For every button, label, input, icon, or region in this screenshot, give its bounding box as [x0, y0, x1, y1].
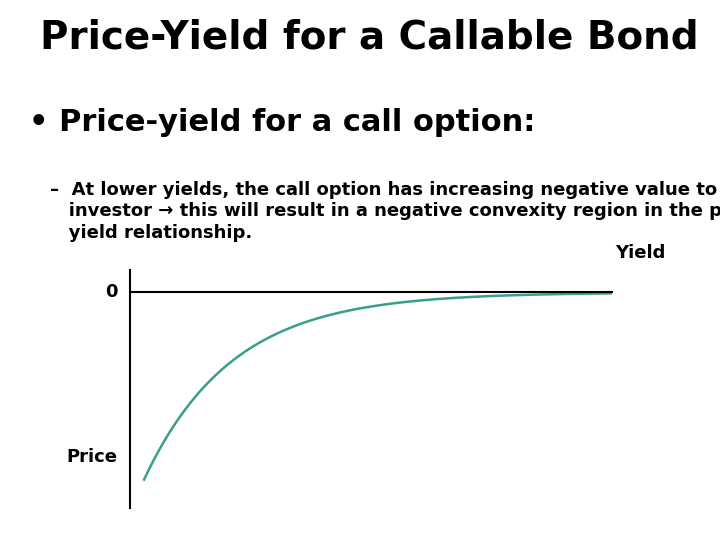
Text: 0: 0	[105, 284, 117, 301]
Text: yield relationship.: yield relationship.	[50, 224, 253, 242]
Text: Yield: Yield	[616, 244, 666, 262]
Text: Price-Yield for a Callable Bond: Price-Yield for a Callable Bond	[40, 19, 698, 57]
Text: –  At lower yields, the call option has increasing negative value to the: – At lower yields, the call option has i…	[50, 181, 720, 199]
Text: • Price-yield for a call option:: • Price-yield for a call option:	[29, 108, 535, 137]
Text: Price: Price	[66, 448, 117, 466]
Text: investor → this will result in a negative convexity region in the price-: investor → this will result in a negativ…	[50, 202, 720, 220]
